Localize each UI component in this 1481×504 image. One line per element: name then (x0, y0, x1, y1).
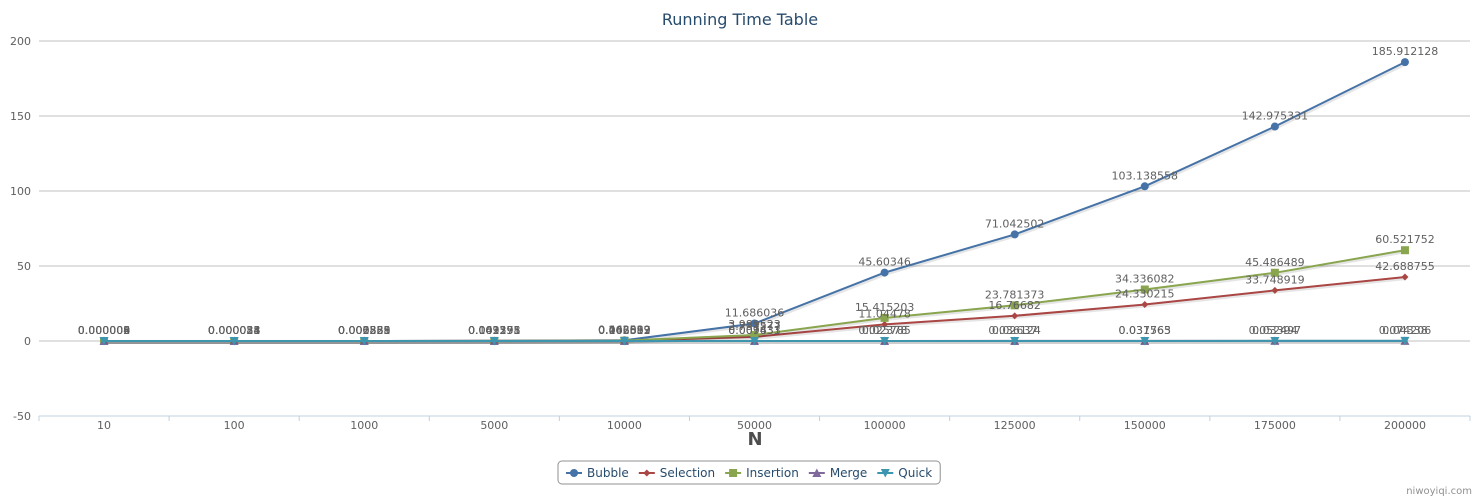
y-tick-label: 50 (17, 260, 31, 273)
data-label: 15.415203 (855, 301, 915, 314)
y-tick-label: -50 (13, 410, 31, 423)
data-label: 0.04338 (1382, 324, 1428, 337)
legend-label: Merge (830, 466, 867, 480)
series-bubble (100, 58, 1409, 345)
data-label: 0.000002 (78, 324, 131, 337)
data-label: 0.007633 (728, 324, 781, 337)
data-label: 103.138558 (1112, 169, 1178, 182)
data-point (1271, 123, 1279, 131)
y-tick-label: 0 (24, 335, 31, 348)
legend-marker (729, 469, 737, 477)
series-group (100, 58, 1410, 345)
data-label: 60.521752 (1375, 233, 1435, 246)
data-label: 0.000221 (338, 324, 391, 337)
data-label: 34.336082 (1115, 272, 1175, 285)
y-tick-label: 200 (10, 35, 31, 48)
x-tick-label: 5000 (480, 419, 508, 432)
x-tick-label: 150000 (1124, 419, 1166, 432)
x-tick-label: 10000 (607, 419, 642, 432)
data-point (1011, 230, 1019, 238)
data-point (881, 269, 889, 277)
y-tick-label: 100 (10, 185, 31, 198)
legend-label: Insertion (746, 466, 799, 480)
data-label: 0.001255 (468, 324, 521, 337)
legend-marker (570, 469, 578, 477)
legend: Bubble Selection Insertion Merge Quick (558, 461, 940, 484)
legend-label: Bubble (587, 466, 629, 480)
chart-title: Running Time Table (662, 10, 818, 29)
x-tick-label: 1000 (350, 419, 378, 432)
legend-label: Quick (898, 466, 932, 480)
data-label: 0.03394 (1252, 324, 1298, 337)
x-tick-label: 10 (97, 419, 111, 432)
x-tick-label: 100 (224, 419, 245, 432)
x-tick-label: 100000 (864, 419, 906, 432)
x-axis-title: N (747, 429, 762, 450)
series-quick (100, 337, 1410, 346)
data-label: 0.031763 (1119, 324, 1172, 337)
credits-label[interactable]: niwoyiqi.com (1406, 486, 1472, 497)
data-label: 42.688755 (1375, 260, 1435, 273)
x-tick-label: 200000 (1384, 419, 1426, 432)
data-label: 23.781373 (985, 288, 1045, 301)
data-label: 142.975331 (1242, 110, 1308, 123)
data-label: 45.60346 (858, 256, 911, 269)
data-label: 24.330215 (1115, 288, 1175, 301)
data-label: 0.02378 (862, 324, 908, 337)
y-tick-label: 150 (10, 110, 31, 123)
data-point (1141, 182, 1149, 190)
data-label: 185.912128 (1372, 45, 1438, 58)
data-point (1401, 58, 1409, 66)
data-label: 0.000018 (208, 324, 261, 337)
data-label: 45.486489 (1245, 256, 1305, 269)
data-label: 33.748919 (1245, 273, 1305, 286)
data-label: 71.042502 (985, 217, 1045, 230)
data-label: 0.02637 (992, 324, 1038, 337)
x-tick-label: 125000 (994, 419, 1036, 432)
x-tick-label: 175000 (1254, 419, 1296, 432)
legend-label: Selection (660, 466, 715, 480)
grid-lines (39, 41, 1470, 416)
data-point (1401, 246, 1409, 254)
data-label: 0.002812 (598, 324, 651, 337)
